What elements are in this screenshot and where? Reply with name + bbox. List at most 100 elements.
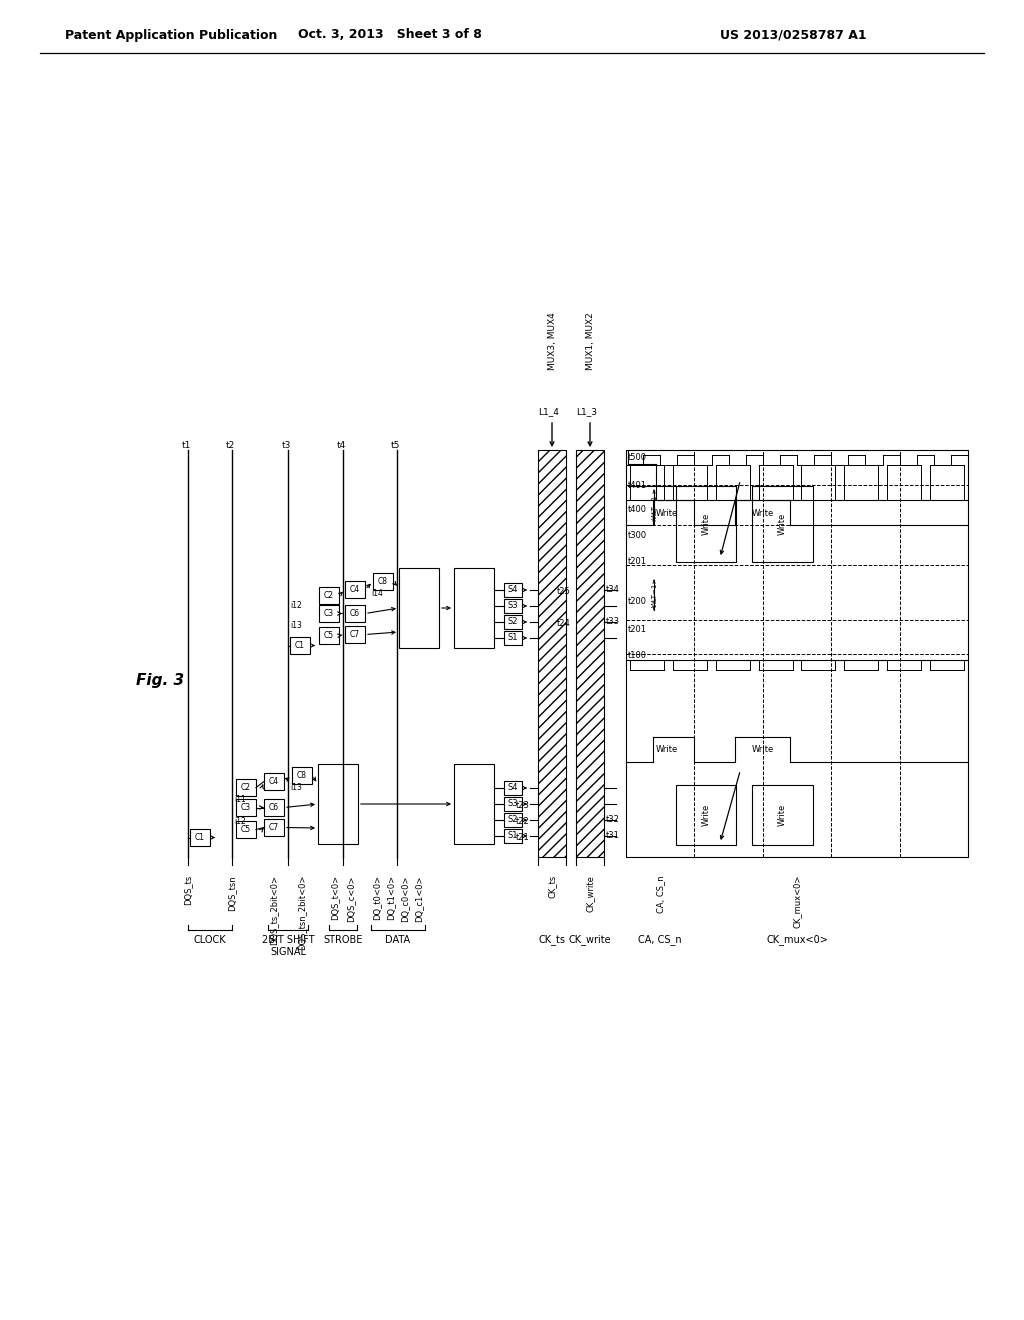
Text: i12: i12 xyxy=(234,817,246,826)
Bar xyxy=(319,627,339,644)
Text: C6: C6 xyxy=(269,803,280,812)
Bar xyxy=(236,821,256,838)
Bar xyxy=(319,605,339,622)
Bar xyxy=(504,631,522,645)
Text: CK_mux<0>: CK_mux<0> xyxy=(766,935,828,945)
Bar xyxy=(504,797,522,810)
Text: SIGNAL: SIGNAL xyxy=(270,946,306,957)
Bar xyxy=(345,581,365,598)
Bar xyxy=(345,605,365,622)
Text: C4: C4 xyxy=(269,777,280,785)
Text: t500: t500 xyxy=(628,454,647,462)
Text: Write: Write xyxy=(778,804,787,826)
Text: WLT=1: WLT=1 xyxy=(652,495,658,519)
Text: S2: S2 xyxy=(508,816,518,825)
Text: CA, CS_n: CA, CS_n xyxy=(638,935,682,945)
Bar xyxy=(236,799,256,816)
Text: t401: t401 xyxy=(628,482,647,491)
Text: S3: S3 xyxy=(508,602,518,610)
Text: L1_3: L1_3 xyxy=(575,408,597,417)
Text: CK_ts: CK_ts xyxy=(548,875,556,898)
Text: WLT=1: WLT=1 xyxy=(652,583,658,607)
Text: t31: t31 xyxy=(606,832,620,841)
Text: C6: C6 xyxy=(350,609,360,618)
Text: S4: S4 xyxy=(508,784,518,792)
Text: DQS_t<0>: DQS_t<0> xyxy=(331,875,340,920)
Text: t1: t1 xyxy=(181,441,190,450)
Text: DQS_tsn: DQS_tsn xyxy=(227,875,237,911)
Text: i12: i12 xyxy=(290,602,302,610)
Text: C7: C7 xyxy=(350,630,360,639)
Text: C5: C5 xyxy=(241,825,251,834)
Text: 2BIT SHIFT: 2BIT SHIFT xyxy=(262,935,314,945)
Text: S3: S3 xyxy=(508,800,518,808)
Bar xyxy=(504,813,522,828)
Text: Write: Write xyxy=(656,508,678,517)
Text: S2: S2 xyxy=(508,618,518,627)
Text: t201: t201 xyxy=(628,626,647,635)
Text: MUX3, MUX4: MUX3, MUX4 xyxy=(548,313,556,370)
Text: Write: Write xyxy=(701,513,711,535)
Text: L1_4: L1_4 xyxy=(538,408,559,417)
Text: C3: C3 xyxy=(324,609,334,618)
Text: DQS_ts_2bit<0>: DQS_ts_2bit<0> xyxy=(269,875,279,945)
Text: S1: S1 xyxy=(508,634,518,643)
Bar xyxy=(318,764,358,843)
Text: STROBE: STROBE xyxy=(324,935,362,945)
Bar xyxy=(264,774,284,789)
Text: i13: i13 xyxy=(290,784,302,792)
Text: DQ_t0<0>: DQ_t0<0> xyxy=(373,875,382,920)
Bar xyxy=(264,799,284,816)
Text: CLOCK: CLOCK xyxy=(194,935,226,945)
Bar xyxy=(753,486,813,562)
Text: t5: t5 xyxy=(390,441,399,450)
Bar xyxy=(190,829,210,846)
Bar xyxy=(399,568,439,648)
Text: DQ_t1<0>: DQ_t1<0> xyxy=(386,875,395,920)
Bar xyxy=(504,583,522,597)
Text: Fig. 3: Fig. 3 xyxy=(136,672,184,688)
Text: i11: i11 xyxy=(234,796,246,804)
Text: US 2013/0258787 A1: US 2013/0258787 A1 xyxy=(720,29,866,41)
Text: C1: C1 xyxy=(295,642,305,649)
Text: i14: i14 xyxy=(371,590,383,598)
Text: DQ_c1<0>: DQ_c1<0> xyxy=(415,875,424,921)
Text: t2: t2 xyxy=(225,441,234,450)
Bar xyxy=(292,767,312,784)
Text: t34: t34 xyxy=(606,586,620,594)
Bar xyxy=(454,568,494,648)
Text: i13: i13 xyxy=(290,622,302,631)
Text: CK_ts: CK_ts xyxy=(539,935,565,945)
Bar xyxy=(753,785,813,845)
Text: MUX1, MUX2: MUX1, MUX2 xyxy=(586,313,595,370)
Bar xyxy=(345,626,365,643)
Text: CA, CS_n: CA, CS_n xyxy=(655,875,665,912)
Bar xyxy=(575,450,604,857)
Text: Oct. 3, 2013   Sheet 3 of 8: Oct. 3, 2013 Sheet 3 of 8 xyxy=(298,29,482,41)
Text: DQS_c<0>: DQS_c<0> xyxy=(346,875,355,921)
Text: S1: S1 xyxy=(508,832,518,841)
Text: C2: C2 xyxy=(241,783,251,792)
Text: Patent Application Publication: Patent Application Publication xyxy=(65,29,278,41)
Bar xyxy=(290,638,310,653)
Bar xyxy=(236,779,256,796)
Text: t21: t21 xyxy=(516,833,530,842)
Text: C3: C3 xyxy=(241,803,251,812)
Text: C7: C7 xyxy=(269,822,280,832)
Text: C8: C8 xyxy=(297,771,307,780)
Text: t25: t25 xyxy=(557,587,571,597)
Text: Write: Write xyxy=(752,508,774,517)
Text: CK_write: CK_write xyxy=(586,875,595,912)
Text: t4: t4 xyxy=(336,441,346,450)
Text: t3: t3 xyxy=(282,441,291,450)
Text: DQ_c0<0>: DQ_c0<0> xyxy=(400,875,410,921)
Text: C8: C8 xyxy=(378,577,388,586)
Bar xyxy=(454,764,494,843)
Text: t400: t400 xyxy=(628,506,647,515)
Text: DQS_ts: DQS_ts xyxy=(183,875,193,906)
Bar xyxy=(676,486,736,562)
Text: t22: t22 xyxy=(516,817,530,826)
Text: Write: Write xyxy=(656,746,678,755)
Text: t201: t201 xyxy=(628,557,647,566)
Bar xyxy=(504,599,522,612)
